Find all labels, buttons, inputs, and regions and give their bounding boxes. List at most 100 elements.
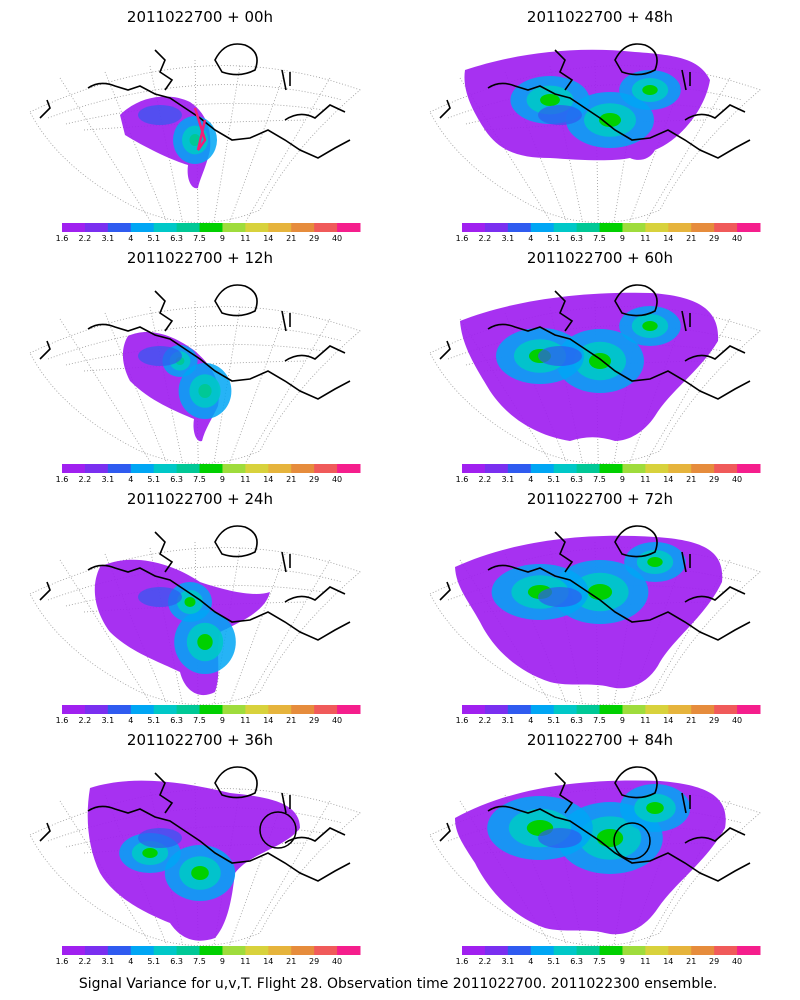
colorbar-swatch bbox=[553, 464, 578, 473]
colorbar-label: 4 bbox=[128, 234, 133, 243]
colorbar-label: 11 bbox=[640, 957, 650, 966]
colorbar-swatch bbox=[645, 705, 669, 714]
figure-caption: Signal Variance for u,v,T. Flight 28. Ob… bbox=[79, 976, 717, 992]
colorbar-swatch bbox=[107, 464, 132, 473]
colorbar-label: 14 bbox=[263, 234, 273, 243]
panel-title: 2011022700 + 12h bbox=[127, 249, 273, 267]
colorbar-label: 29 bbox=[709, 716, 719, 725]
colorbar-label: 7.5 bbox=[593, 234, 606, 243]
coastlines bbox=[39, 525, 351, 641]
colorbar-swatch bbox=[530, 705, 555, 714]
panel-title: 2011022700 + 36h bbox=[127, 731, 273, 749]
colorbar: 1.6 2.2 3.1 4 5.1 6.3 7.5 9 11 14 21 29 40 bbox=[56, 946, 361, 966]
colorbar-label: 4 bbox=[128, 716, 133, 725]
colorbar-swatch bbox=[714, 705, 738, 714]
colorbar-label: 7.5 bbox=[193, 475, 206, 484]
colorbar-label: 29 bbox=[709, 234, 719, 243]
colorbar-swatch bbox=[291, 705, 315, 714]
map-panel: 2011022700 + 36h 1.6 2.2 3.1 4 5.1 6.3 7.5 9 11 14… bbox=[29, 731, 361, 966]
colorbar-swatch bbox=[107, 223, 132, 232]
colorbar-label: 14 bbox=[263, 957, 273, 966]
colorbar-swatch bbox=[691, 223, 715, 232]
panel-title: 2011022700 + 72h bbox=[527, 490, 673, 508]
colorbar-swatch bbox=[462, 946, 486, 955]
colorbar-swatch bbox=[714, 464, 738, 473]
colorbar-label: 6.3 bbox=[170, 475, 183, 484]
colorbar-label: 29 bbox=[709, 475, 719, 484]
colorbar: 1.6 2.2 3.1 4 5.1 6.3 7.5 9 11 14 21 29 40 bbox=[56, 464, 361, 484]
colorbar-label: 11 bbox=[240, 475, 250, 484]
map-panels: 2011022700 + 00h 1.6 2.2 3.1 4 5.1 6.3 7.5 9 11 14… bbox=[29, 8, 761, 966]
variance-field bbox=[455, 535, 723, 689]
colorbar-swatch bbox=[314, 223, 338, 232]
colorbar-label: 9 bbox=[620, 234, 625, 243]
colorbar-label: 1.6 bbox=[456, 234, 469, 243]
panel-title: 2011022700 + 60h bbox=[527, 249, 673, 267]
colorbar-swatch bbox=[222, 705, 246, 714]
colorbar-swatch bbox=[576, 705, 601, 714]
colorbar-swatch bbox=[484, 705, 509, 714]
colorbar-label: 5.1 bbox=[547, 716, 560, 725]
colorbar-swatch bbox=[176, 946, 201, 955]
colorbar-swatch bbox=[245, 464, 269, 473]
coastlines bbox=[439, 43, 751, 159]
colorbar-swatch bbox=[130, 705, 155, 714]
panel-title: 2011022700 + 00h bbox=[127, 8, 273, 26]
colorbar-label: 40 bbox=[732, 475, 742, 484]
panel-title: 2011022700 + 48h bbox=[527, 8, 673, 26]
colorbar-swatch bbox=[484, 946, 509, 955]
colorbar-label: 1.6 bbox=[56, 716, 69, 725]
colorbar-label: 11 bbox=[240, 234, 250, 243]
coastlines bbox=[439, 766, 751, 882]
map-panel: 2011022700 + 24h 1.6 2.2 3.1 4 5.1 6.3 7.5 9 11 14… bbox=[29, 490, 361, 725]
colorbar-label: 2.2 bbox=[79, 716, 92, 725]
map-panel: 2011022700 + 60h 1.6 2.2 3.1 4 5.1 6.3 7.5 9 11 14… bbox=[429, 249, 761, 484]
colorbar-swatch bbox=[222, 946, 246, 955]
colorbar-swatch bbox=[153, 946, 178, 955]
coastlines bbox=[39, 43, 351, 159]
colorbar-label: 7.5 bbox=[593, 475, 606, 484]
colorbar-label: 5.1 bbox=[147, 957, 160, 966]
colorbar-label: 14 bbox=[663, 475, 673, 484]
colorbar-label: 2.2 bbox=[79, 234, 92, 243]
colorbar-label: 40 bbox=[332, 957, 342, 966]
colorbar-swatch bbox=[291, 223, 315, 232]
colorbar-swatch bbox=[668, 464, 692, 473]
colorbar: 1.6 2.2 3.1 4 5.1 6.3 7.5 9 11 14 21 29 40 bbox=[456, 946, 761, 966]
coastlines bbox=[439, 525, 751, 641]
colorbar-label: 14 bbox=[663, 234, 673, 243]
colorbar-swatch bbox=[199, 946, 223, 955]
colorbar-label: 2.2 bbox=[79, 475, 92, 484]
colorbar-swatch bbox=[553, 946, 578, 955]
colorbar-label: 21 bbox=[686, 475, 696, 484]
colorbar-swatch bbox=[553, 705, 578, 714]
variance-field bbox=[464, 49, 710, 161]
colorbar-swatch bbox=[576, 464, 601, 473]
variance-field bbox=[122, 331, 232, 442]
colorbar-label: 6.3 bbox=[170, 957, 183, 966]
colorbar-swatch bbox=[62, 946, 86, 955]
colorbar-label: 9 bbox=[620, 716, 625, 725]
colorbar-label: 9 bbox=[220, 234, 225, 243]
colorbar-swatch bbox=[599, 464, 623, 473]
colorbar-label: 1.6 bbox=[56, 957, 69, 966]
colorbar-swatch bbox=[462, 464, 486, 473]
colorbar-label: 21 bbox=[286, 475, 296, 484]
colorbar: 1.6 2.2 3.1 4 5.1 6.3 7.5 9 11 14 21 29 40 bbox=[456, 705, 761, 725]
colorbar-label: 5.1 bbox=[147, 716, 160, 725]
colorbar-swatch bbox=[599, 223, 623, 232]
colorbar-label: 5.1 bbox=[147, 234, 160, 243]
colorbar-label: 21 bbox=[286, 957, 296, 966]
colorbar-label: 4 bbox=[128, 957, 133, 966]
colorbar-label: 9 bbox=[220, 716, 225, 725]
colorbar-label: 40 bbox=[332, 716, 342, 725]
colorbar-label: 7.5 bbox=[193, 716, 206, 725]
colorbar-label: 7.5 bbox=[593, 716, 606, 725]
colorbar-swatch bbox=[507, 705, 532, 714]
colorbar-label: 4 bbox=[528, 957, 533, 966]
colorbar-label: 5.1 bbox=[147, 475, 160, 484]
colorbar-swatch bbox=[599, 946, 623, 955]
colorbar-label: 29 bbox=[309, 475, 319, 484]
colorbar-swatch bbox=[268, 946, 292, 955]
colorbar-swatch bbox=[245, 946, 269, 955]
